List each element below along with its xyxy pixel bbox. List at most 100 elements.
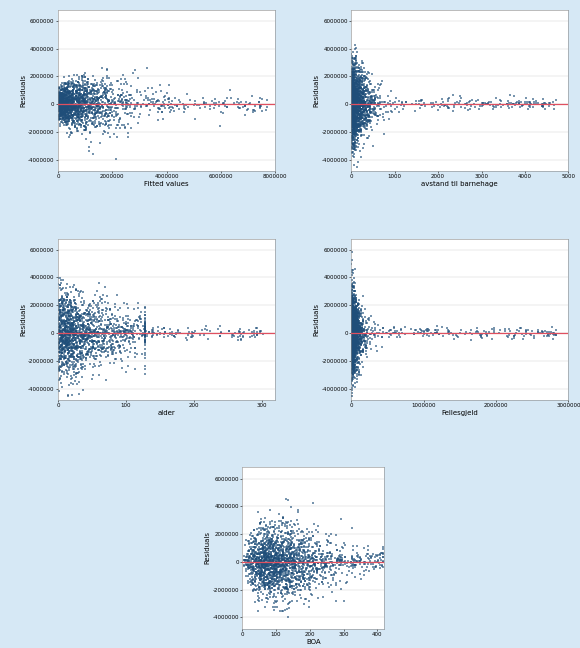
Point — [205, 101, 215, 111]
Point — [55, 93, 64, 103]
Point — [360, 336, 369, 346]
Point — [347, 89, 356, 100]
Point — [59, 95, 68, 106]
Point — [351, 103, 361, 113]
Point — [352, 76, 361, 86]
Point — [77, 91, 86, 102]
Point — [284, 542, 293, 552]
Point — [550, 329, 560, 340]
Point — [248, 585, 258, 596]
Point — [390, 104, 400, 114]
Point — [349, 88, 358, 98]
Point — [266, 567, 276, 577]
Point — [352, 96, 361, 106]
Point — [450, 99, 459, 110]
Point — [348, 89, 357, 99]
Point — [254, 97, 263, 108]
Point — [84, 319, 93, 330]
Point — [347, 292, 357, 303]
Point — [60, 103, 70, 113]
Point — [247, 575, 256, 585]
Point — [349, 303, 358, 314]
Point — [349, 111, 358, 121]
Point — [70, 101, 79, 111]
Point — [351, 95, 360, 106]
Point — [385, 332, 394, 342]
Point — [64, 108, 73, 119]
Point — [54, 107, 63, 117]
Point — [271, 563, 281, 573]
Point — [350, 322, 359, 332]
Point — [296, 567, 306, 577]
Point — [140, 303, 150, 313]
Point — [496, 99, 505, 110]
Point — [296, 539, 305, 550]
Point — [352, 98, 361, 109]
Point — [368, 95, 377, 105]
Point — [81, 328, 90, 338]
Point — [64, 77, 73, 87]
Point — [64, 330, 74, 340]
Point — [347, 327, 356, 338]
Point — [72, 327, 82, 338]
Point — [88, 336, 97, 346]
Point — [54, 315, 63, 325]
Point — [348, 100, 357, 110]
Point — [57, 82, 66, 92]
Point — [127, 98, 136, 108]
Point — [99, 81, 108, 91]
Point — [271, 581, 280, 591]
Point — [56, 308, 65, 319]
Point — [262, 549, 271, 559]
Point — [263, 577, 272, 588]
Point — [360, 324, 369, 334]
Point — [58, 310, 67, 320]
Point — [359, 98, 368, 108]
Point — [327, 551, 336, 562]
Point — [466, 325, 476, 335]
Point — [76, 81, 85, 91]
Point — [349, 556, 358, 566]
Point — [361, 345, 371, 356]
Point — [56, 311, 66, 321]
Point — [268, 557, 277, 568]
Point — [316, 555, 325, 565]
Point — [70, 113, 79, 123]
Point — [56, 354, 66, 364]
Point — [140, 318, 150, 328]
Point — [74, 326, 84, 336]
Point — [274, 567, 283, 577]
Point — [351, 66, 361, 76]
Point — [258, 522, 267, 533]
Point — [53, 95, 63, 105]
Point — [241, 555, 250, 565]
Point — [357, 97, 366, 107]
Point — [59, 332, 68, 342]
Point — [82, 334, 92, 345]
Point — [347, 316, 356, 326]
Point — [380, 97, 389, 107]
Point — [348, 100, 357, 111]
Point — [130, 101, 139, 111]
Point — [350, 321, 359, 331]
Point — [56, 273, 65, 284]
Point — [347, 86, 356, 96]
Point — [64, 110, 73, 121]
Point — [287, 588, 296, 598]
Point — [74, 112, 83, 122]
Point — [332, 545, 342, 555]
Point — [246, 559, 255, 569]
Point — [74, 78, 84, 88]
Point — [364, 87, 374, 97]
Point — [57, 104, 67, 114]
Point — [347, 121, 357, 131]
Point — [356, 329, 365, 340]
Point — [259, 558, 268, 568]
Point — [349, 340, 358, 350]
Point — [505, 326, 514, 336]
Point — [282, 560, 292, 570]
Point — [397, 327, 407, 338]
Point — [277, 526, 287, 537]
Point — [292, 545, 302, 555]
Point — [349, 328, 358, 338]
